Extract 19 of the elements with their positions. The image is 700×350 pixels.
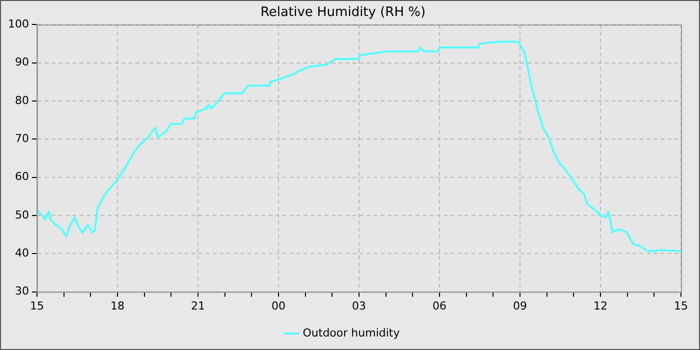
chart-title: Relative Humidity (RH %): [260, 5, 426, 20]
x-tick-label: 21: [190, 299, 205, 312]
y-tick-label: 60: [14, 170, 29, 184]
x-tick-label: 03: [352, 299, 366, 312]
x-tick-label: 06: [432, 299, 446, 312]
y-tick-label: 40: [14, 246, 29, 260]
x-tick-label: 15: [674, 299, 688, 312]
x-tick-label: 12: [594, 299, 608, 312]
y-tick-label: 80: [14, 94, 29, 107]
y-tick-label: 100: [8, 17, 29, 30]
x-tick-label: 15: [30, 299, 44, 312]
x-tick-label: 09: [513, 299, 527, 312]
x-tick-label: 18: [110, 299, 124, 312]
y-tick-label: 30: [14, 284, 29, 298]
x-tick-label: 00: [271, 299, 286, 312]
y-tick-label: 70: [14, 132, 29, 145]
y-tick-label: 90: [14, 56, 29, 69]
y-tick-label: 50: [14, 208, 29, 222]
legend-label: Outdoor humidity: [302, 326, 400, 340]
